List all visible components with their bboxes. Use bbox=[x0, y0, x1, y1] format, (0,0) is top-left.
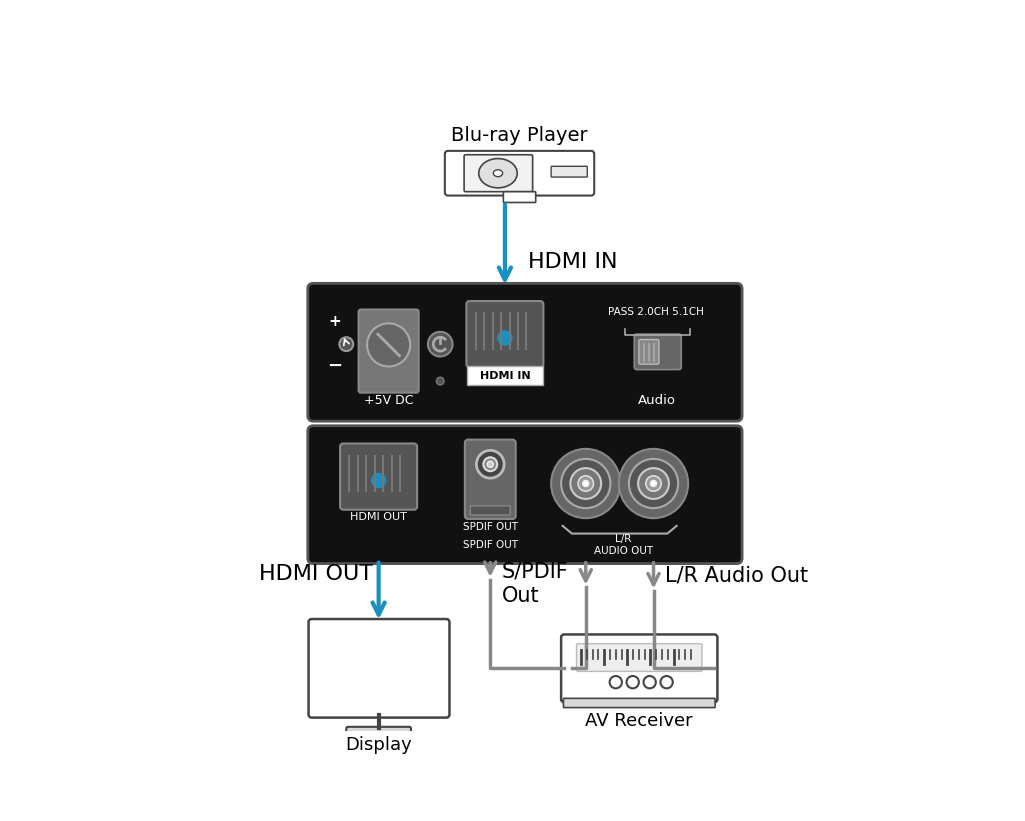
FancyBboxPatch shape bbox=[340, 443, 417, 510]
Text: L/R
AUDIO OUT: L/R AUDIO OUT bbox=[593, 534, 653, 557]
Circle shape bbox=[561, 459, 611, 508]
Circle shape bbox=[551, 449, 620, 518]
Ellipse shape bbox=[479, 158, 518, 188]
Circle shape bbox=[629, 459, 679, 508]
Circle shape bbox=[497, 330, 512, 346]
Text: +: + bbox=[328, 314, 341, 328]
Circle shape bbox=[578, 476, 593, 491]
FancyBboxPatch shape bbox=[346, 727, 411, 739]
FancyBboxPatch shape bbox=[466, 301, 543, 367]
Text: S/PDIF
Out: S/PDIF Out bbox=[502, 562, 569, 606]
FancyBboxPatch shape bbox=[309, 619, 450, 718]
Circle shape bbox=[610, 676, 622, 688]
FancyBboxPatch shape bbox=[308, 283, 742, 421]
Text: AV Receiver: AV Receiver bbox=[585, 712, 693, 730]
Circle shape bbox=[367, 323, 410, 366]
Circle shape bbox=[644, 676, 656, 688]
FancyBboxPatch shape bbox=[465, 439, 516, 519]
FancyBboxPatch shape bbox=[576, 644, 702, 672]
Circle shape bbox=[619, 449, 688, 518]
FancyBboxPatch shape bbox=[467, 366, 542, 385]
Text: Audio: Audio bbox=[639, 394, 677, 407]
Circle shape bbox=[339, 337, 354, 351]
Circle shape bbox=[651, 480, 657, 487]
Circle shape bbox=[626, 676, 639, 688]
Text: L/R Audio Out: L/R Audio Out bbox=[665, 566, 808, 586]
Text: SPDIF OUT: SPDIF OUT bbox=[462, 540, 518, 550]
FancyBboxPatch shape bbox=[639, 340, 659, 365]
Circle shape bbox=[437, 378, 444, 385]
Circle shape bbox=[639, 468, 669, 499]
Circle shape bbox=[570, 468, 601, 499]
Circle shape bbox=[484, 457, 497, 471]
Circle shape bbox=[427, 332, 453, 356]
Text: PASS 2.0CH 5.1CH: PASS 2.0CH 5.1CH bbox=[608, 307, 704, 317]
Text: HDMI IN: HDMI IN bbox=[480, 371, 530, 381]
FancyBboxPatch shape bbox=[464, 154, 533, 191]
FancyBboxPatch shape bbox=[561, 635, 718, 702]
Circle shape bbox=[660, 676, 672, 688]
FancyBboxPatch shape bbox=[308, 426, 742, 563]
Circle shape bbox=[371, 473, 386, 488]
FancyBboxPatch shape bbox=[503, 191, 536, 203]
Text: −: − bbox=[327, 356, 342, 374]
Text: HDMI OUT: HDMI OUT bbox=[259, 564, 373, 585]
Text: +5V DC: +5V DC bbox=[364, 394, 413, 407]
FancyBboxPatch shape bbox=[551, 167, 587, 177]
Circle shape bbox=[487, 461, 493, 467]
Circle shape bbox=[582, 480, 588, 487]
Text: HDMI IN: HDMI IN bbox=[528, 252, 617, 272]
FancyBboxPatch shape bbox=[634, 334, 682, 369]
Text: HDMI OUT: HDMI OUT bbox=[351, 512, 407, 522]
FancyBboxPatch shape bbox=[470, 506, 510, 515]
Circle shape bbox=[646, 476, 661, 491]
Circle shape bbox=[477, 451, 504, 478]
FancyBboxPatch shape bbox=[564, 699, 715, 708]
Text: Display: Display bbox=[345, 736, 412, 754]
FancyBboxPatch shape bbox=[445, 151, 594, 195]
Text: Blu-ray Player: Blu-ray Player bbox=[451, 126, 588, 144]
Ellipse shape bbox=[493, 170, 502, 177]
FancyBboxPatch shape bbox=[359, 310, 418, 392]
Text: SPDIF OUT: SPDIF OUT bbox=[462, 521, 518, 532]
